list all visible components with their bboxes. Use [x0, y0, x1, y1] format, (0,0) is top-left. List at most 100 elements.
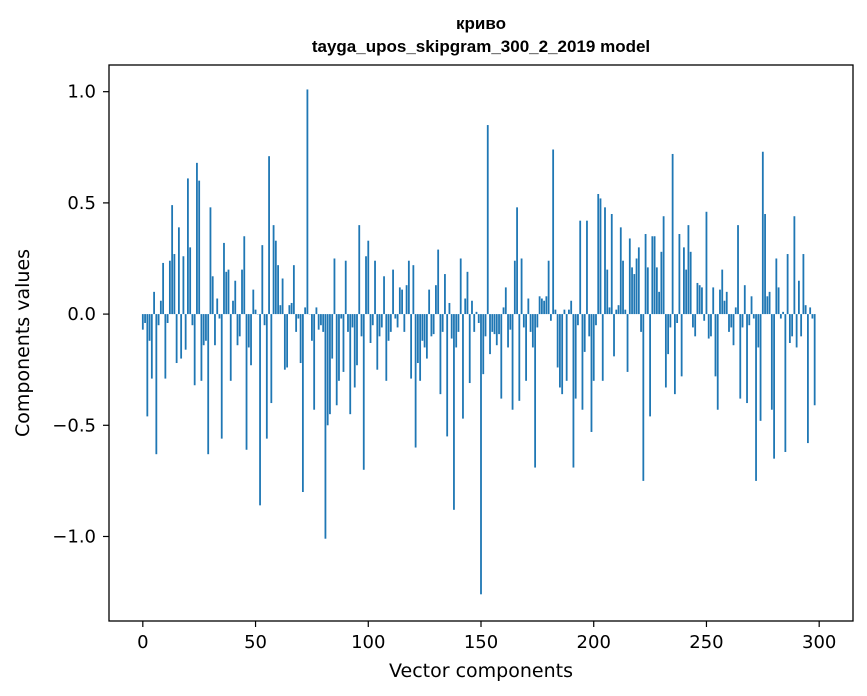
bar-component-234 — [669, 314, 672, 328]
bar-component-135 — [446, 314, 449, 437]
bar-component-200 — [592, 314, 595, 381]
bar-component-31 — [211, 276, 214, 315]
bar-component-6 — [155, 314, 158, 455]
bar-component-298 — [813, 314, 816, 406]
bar-component-140 — [457, 314, 460, 332]
bar-component-120 — [412, 265, 415, 315]
bar-component-199 — [590, 314, 593, 432]
bar-component-257 — [721, 269, 724, 315]
bar-component-228 — [655, 267, 658, 315]
bar-component-192 — [574, 314, 577, 399]
bar-component-277 — [766, 296, 769, 315]
chart-title-model: tayga_upos_skipgram_300_2_2019 model — [312, 37, 650, 56]
bar-component-165 — [513, 260, 516, 315]
bar-component-229 — [658, 291, 661, 315]
bar-component-133 — [441, 314, 444, 332]
bar-component-67 — [292, 265, 295, 315]
bar-component-281 — [775, 258, 778, 315]
bar-component-19 — [184, 314, 187, 350]
bar-component-230 — [660, 251, 663, 315]
bar-component-129 — [432, 314, 435, 335]
bar-component-280 — [773, 314, 775, 459]
bar-component-291 — [797, 280, 800, 315]
bar-component-81 — [324, 314, 327, 539]
bar-component-39 — [229, 314, 232, 381]
chart-title-word: криво — [456, 14, 506, 33]
x-axis-label: Vector components — [389, 660, 573, 682]
bar-component-202 — [597, 193, 600, 315]
bar-component-71 — [301, 314, 304, 493]
bar-component-188 — [565, 314, 568, 381]
bar-component-282 — [777, 287, 780, 315]
bar-component-204 — [601, 314, 604, 381]
bar-component-173 — [531, 314, 534, 348]
bar-component-55 — [265, 314, 268, 439]
bar-component-119 — [410, 314, 413, 379]
bar-component-274 — [759, 314, 762, 421]
bar-component-52 — [259, 314, 261, 506]
bar-component-111 — [392, 269, 394, 315]
bar-component-114 — [398, 287, 401, 315]
bar-component-288 — [791, 314, 794, 337]
bar-component-137 — [450, 314, 453, 339]
bar-component-171 — [527, 298, 530, 315]
bar-component-252 — [710, 314, 712, 337]
bar-component-266 — [741, 314, 744, 328]
bar-component-168 — [520, 258, 523, 315]
bar-component-53 — [261, 245, 264, 315]
bar-component-164 — [511, 314, 514, 410]
bar-component-100 — [367, 240, 370, 315]
bar-component-70 — [299, 314, 302, 364]
bar-component-117 — [405, 285, 408, 315]
bar-component-179 — [545, 296, 548, 315]
bar-component-221 — [640, 314, 642, 332]
bar-component-69 — [297, 314, 300, 319]
bar-component-63 — [283, 314, 286, 370]
bar-series — [141, 89, 816, 595]
bar-component-121 — [414, 314, 417, 448]
bar-component-152 — [484, 314, 487, 337]
bar-component-222 — [642, 314, 645, 481]
bar-component-143 — [464, 298, 467, 315]
x-tick-label: 300 — [802, 632, 836, 653]
bar-component-243 — [689, 251, 692, 315]
bar-component-224 — [646, 267, 649, 315]
bar-component-193 — [577, 314, 579, 326]
bar-component-207 — [608, 307, 611, 315]
bar-component-248 — [701, 287, 703, 315]
bar-component-106 — [380, 314, 383, 328]
bar-component-169 — [522, 314, 525, 328]
bar-component-263 — [734, 307, 737, 315]
bar-component-45 — [243, 236, 246, 315]
bar-component-145 — [468, 314, 471, 384]
bar-component-113 — [396, 314, 399, 328]
bar-component-142 — [462, 314, 464, 419]
bar-component-17 — [180, 314, 183, 359]
bar-component-148 — [475, 311, 478, 315]
bar-component-294 — [804, 305, 807, 315]
bar-component-60 — [277, 265, 279, 315]
bar-component-86 — [335, 314, 338, 406]
bar-component-292 — [800, 314, 803, 337]
bar-component-97 — [360, 314, 363, 337]
bar-component-126 — [425, 314, 428, 359]
bar-component-246 — [696, 282, 699, 315]
bar-component-83 — [329, 314, 331, 415]
bar-component-146 — [471, 300, 473, 315]
y-tick-label: 0.0 — [67, 304, 96, 325]
bar-component-170 — [525, 314, 527, 381]
bar-component-132 — [439, 314, 442, 395]
bar-component-239 — [680, 314, 683, 377]
bar-component-14 — [173, 254, 176, 315]
bar-component-25 — [198, 180, 201, 315]
bar-component-124 — [421, 314, 424, 341]
bar-component-36 — [223, 242, 225, 315]
bar-component-180 — [547, 260, 550, 315]
bar-component-90 — [344, 260, 347, 315]
x-tick-label: 250 — [689, 632, 723, 653]
bar-component-16 — [177, 227, 180, 315]
bar-component-33 — [216, 298, 219, 315]
bar-component-32 — [214, 314, 216, 346]
bar-component-270 — [750, 296, 753, 315]
bar-component-233 — [667, 314, 670, 355]
